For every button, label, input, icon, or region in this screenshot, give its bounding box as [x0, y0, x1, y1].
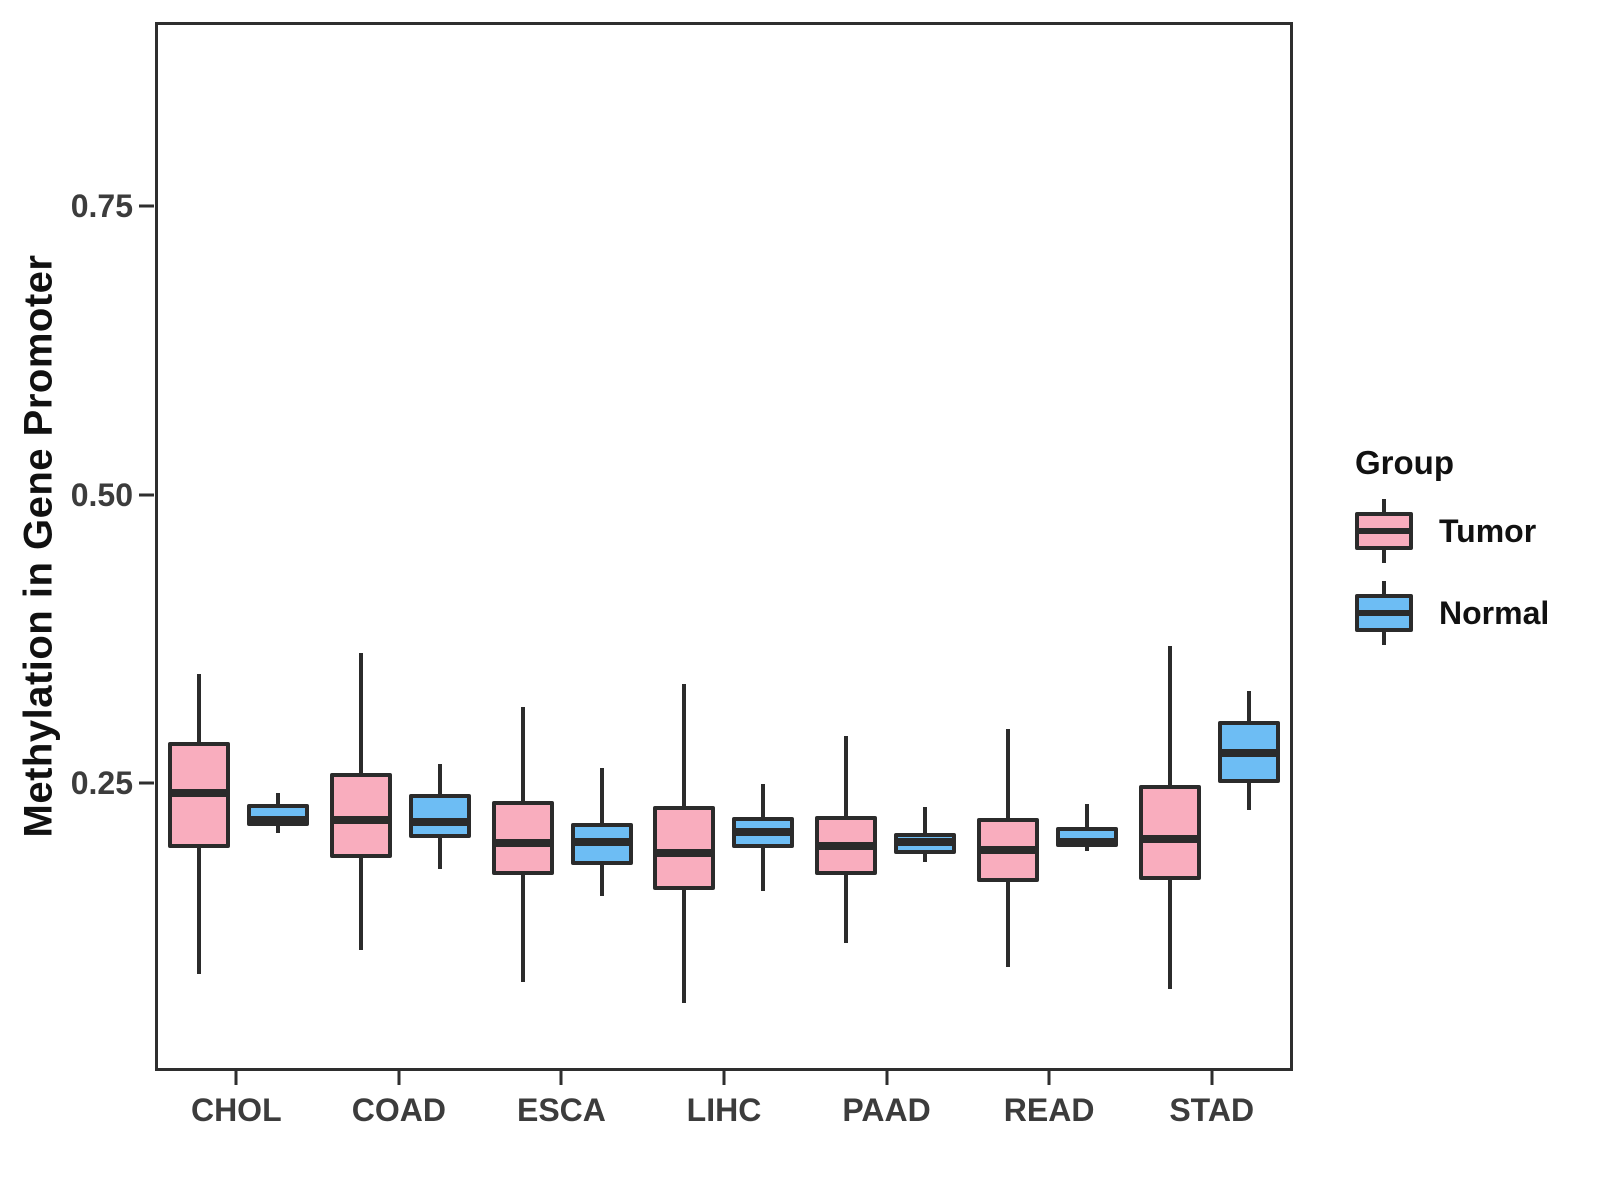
legend-key-median [1356, 528, 1412, 534]
median-esca-tumor [492, 839, 553, 848]
group-lihc [643, 25, 805, 1068]
median-lihc-tumor [654, 848, 715, 857]
legend: Group Tumor Normal [1355, 444, 1549, 648]
boxplot-lihc-normal [732, 25, 795, 1068]
legend-key-median [1356, 610, 1412, 616]
median-read-tumor [977, 846, 1038, 855]
legend-entry-normal: Normal [1355, 578, 1549, 648]
median-coad-normal [410, 817, 471, 826]
x-tick-label-read: READ [1003, 1092, 1095, 1128]
x-tick-mark-paad [885, 1071, 889, 1085]
x-tick-label-esca: ESCA [516, 1092, 606, 1128]
median-chol-normal [248, 816, 309, 825]
boxplot-paad-normal [894, 25, 957, 1068]
x-tick-mark-lihc [722, 1071, 726, 1085]
y-tick-label-0.50: 0.50 [70, 476, 133, 513]
boxplot-chol-tumor [168, 25, 231, 1068]
x-tick-mark-stad [1210, 1071, 1214, 1085]
median-chol-tumor [169, 788, 230, 797]
x-tick-label-lihc: LIHC [686, 1092, 762, 1128]
box-esca-tumor [491, 800, 554, 876]
x-tick-label-coad: COAD [351, 1092, 446, 1128]
x-tick-mark-chol [234, 1071, 238, 1085]
boxplot-read-normal [1055, 25, 1118, 1068]
group-stad [1128, 25, 1290, 1068]
box-lihc-tumor [653, 805, 716, 891]
group-paad [805, 25, 967, 1068]
y-tick-label-0.75: 0.75 [70, 188, 133, 225]
x-tick-mark-read [1047, 1071, 1051, 1085]
median-coad-tumor [331, 816, 392, 825]
median-esca-normal [571, 838, 632, 847]
box-coad-normal [409, 794, 472, 838]
y-tick-mark-0.50 [139, 493, 154, 497]
boxplot-coad-normal [409, 25, 472, 1068]
median-paad-normal [895, 838, 956, 847]
boxplot-chol-normal [247, 25, 310, 1068]
legend-title: Group [1355, 444, 1454, 481]
x-tick-label-paad: PAAD [842, 1092, 931, 1128]
boxplot-lihc-tumor [653, 25, 716, 1068]
legend-key-tumor-boxplot-icon [1355, 497, 1413, 565]
median-stad-normal [1218, 748, 1279, 757]
median-lihc-normal [733, 827, 794, 836]
y-tick-mark-0.25 [139, 781, 154, 785]
legend-label-normal: Normal [1439, 595, 1550, 631]
boxplot-stad-tumor [1138, 25, 1201, 1068]
median-paad-tumor [816, 841, 877, 850]
boxplot-esca-tumor [491, 25, 554, 1068]
group-coad [320, 25, 482, 1068]
x-tick-mark-esca [559, 1071, 563, 1085]
boxplot-stad-normal [1217, 25, 1280, 1068]
legend-entry-tumor: Tumor [1355, 496, 1549, 566]
box-coad-tumor [330, 773, 393, 859]
x-tick-label-stad: STAD [1169, 1092, 1255, 1128]
boxplot-coad-tumor [330, 25, 393, 1068]
plot-panel [155, 22, 1293, 1071]
median-stad-tumor [1139, 834, 1200, 843]
group-read [967, 25, 1129, 1068]
median-read-normal [1056, 838, 1117, 847]
group-esca [481, 25, 643, 1068]
y-axis-title: Methylation in Gene Promoter [16, 254, 61, 838]
legend-key-normal-boxplot-icon [1355, 579, 1413, 647]
boxplot-paad-tumor [815, 25, 878, 1068]
box-stad-tumor [1138, 784, 1201, 881]
y-tick-mark-0.75 [139, 204, 154, 208]
boxplot-read-tumor [976, 25, 1039, 1068]
boxplot-esca-normal [570, 25, 633, 1068]
x-tick-mark-coad [397, 1071, 401, 1085]
group-chol [158, 25, 320, 1068]
legend-entries: Tumor Normal [1355, 496, 1549, 648]
legend-label-tumor: Tumor [1439, 513, 1537, 549]
x-tick-label-chol: CHOL [190, 1092, 282, 1128]
y-tick-label-0.25: 0.25 [70, 764, 133, 801]
